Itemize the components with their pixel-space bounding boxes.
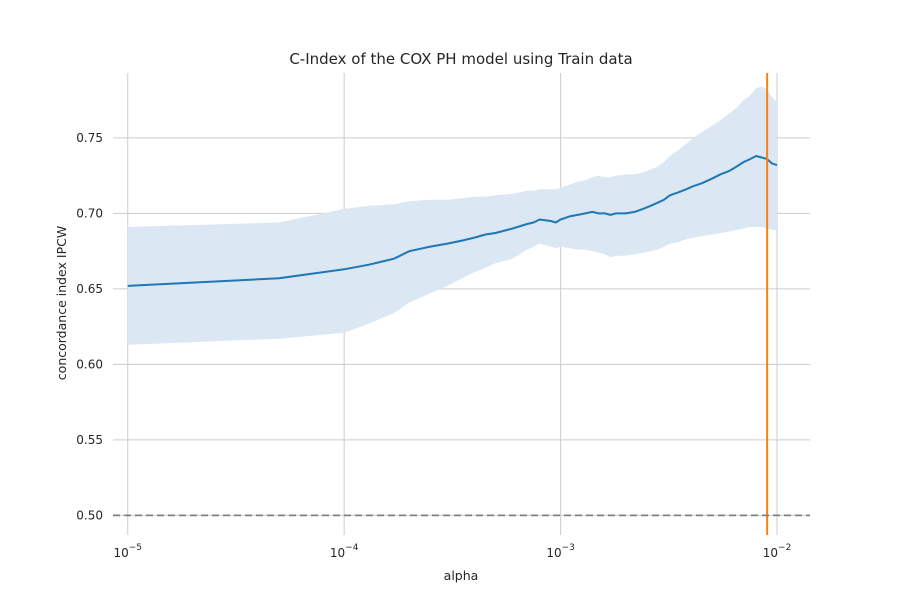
- series-line-layer: [127, 155, 778, 287]
- y-tick-label: 0.70: [76, 206, 103, 220]
- x-tick-label: 10−4: [330, 543, 359, 560]
- y-tick-label: 0.75: [76, 131, 103, 145]
- x-axis-label: alpha: [444, 568, 479, 583]
- confidence-band: [127, 86, 777, 345]
- chart-title: C-Index of the COX PH model using Train …: [289, 50, 632, 68]
- y-tick-labels: 0.50 0.55 0.60 0.65 0.70 0.75: [76, 131, 103, 522]
- y-tick-label: 0.50: [76, 508, 103, 522]
- x-tick-labels: 10−5 10−4 10−3 10−2: [113, 543, 791, 560]
- y-tick-label: 0.65: [76, 282, 103, 296]
- x-tick-label: 10−5: [113, 543, 142, 560]
- confidence-band-layer: [127, 86, 777, 345]
- y-tick-label: 0.60: [76, 357, 103, 371]
- reference-line-layer: [113, 73, 810, 535]
- x-tick-label: 10−3: [546, 543, 575, 560]
- series-line: [127, 155, 778, 287]
- y-axis-label: concordance index IPCW: [54, 226, 69, 380]
- x-tick-label: 10−2: [763, 543, 792, 560]
- y-tick-label: 0.55: [76, 433, 103, 447]
